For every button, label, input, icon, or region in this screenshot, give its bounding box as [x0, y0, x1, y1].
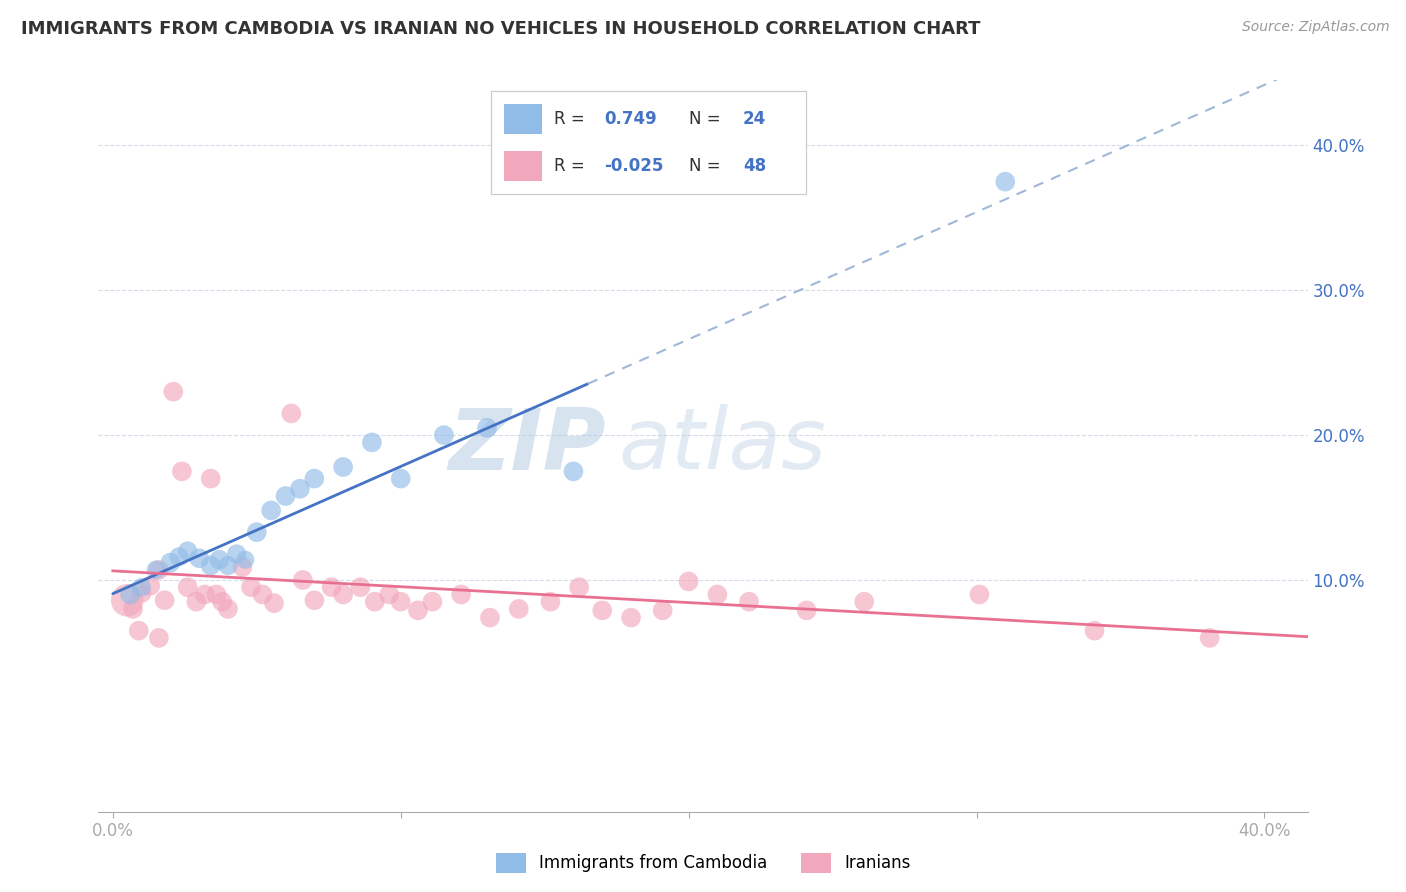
- Point: [260, 503, 283, 517]
- Point: [208, 552, 231, 566]
- Point: [200, 558, 222, 573]
- Point: [1083, 624, 1105, 638]
- Point: [651, 603, 673, 617]
- Point: [450, 587, 472, 601]
- Point: [145, 563, 167, 577]
- Point: [332, 460, 354, 475]
- Point: [389, 472, 412, 486]
- Point: [231, 560, 253, 574]
- Point: [796, 603, 818, 617]
- Point: [139, 579, 162, 593]
- Point: [176, 580, 198, 594]
- Point: [969, 587, 991, 601]
- Point: [508, 602, 530, 616]
- Point: [274, 489, 297, 503]
- Point: [562, 464, 585, 478]
- Point: [591, 603, 613, 617]
- Point: [288, 482, 311, 496]
- Point: [304, 472, 326, 486]
- Point: [167, 549, 190, 564]
- Point: [115, 593, 138, 607]
- Text: Source: ZipAtlas.com: Source: ZipAtlas.com: [1241, 20, 1389, 34]
- Point: [321, 580, 343, 594]
- Point: [148, 631, 170, 645]
- Point: [233, 552, 256, 566]
- Point: [200, 472, 222, 486]
- Point: [128, 624, 150, 638]
- Point: [280, 406, 302, 420]
- Point: [378, 587, 401, 601]
- Point: [217, 558, 239, 573]
- Point: [194, 587, 217, 601]
- Legend: Immigrants from Cambodia, Iranians: Immigrants from Cambodia, Iranians: [489, 847, 917, 880]
- Point: [538, 595, 561, 609]
- Point: [159, 556, 181, 570]
- Point: [120, 587, 142, 601]
- Point: [332, 587, 354, 601]
- Point: [246, 525, 269, 540]
- Point: [678, 574, 700, 589]
- Point: [364, 595, 387, 609]
- Point: [1198, 631, 1220, 645]
- Point: [349, 580, 371, 594]
- Point: [738, 595, 761, 609]
- Point: [188, 551, 211, 566]
- Point: [433, 428, 456, 442]
- Point: [620, 610, 643, 624]
- Point: [153, 593, 176, 607]
- Point: [406, 603, 429, 617]
- Point: [225, 547, 247, 561]
- Text: IMMIGRANTS FROM CAMBODIA VS IRANIAN NO VEHICLES IN HOUSEHOLD CORRELATION CHART: IMMIGRANTS FROM CAMBODIA VS IRANIAN NO V…: [21, 20, 980, 37]
- Point: [361, 435, 384, 450]
- Point: [422, 595, 444, 609]
- Point: [131, 586, 153, 600]
- Text: ZIP: ZIP: [449, 404, 606, 488]
- Point: [291, 573, 314, 587]
- Point: [304, 593, 326, 607]
- Text: atlas: atlas: [619, 404, 827, 488]
- Point: [568, 580, 591, 594]
- Point: [176, 544, 198, 558]
- Point: [205, 587, 228, 601]
- Point: [389, 595, 412, 609]
- Point: [122, 602, 145, 616]
- Point: [148, 563, 170, 577]
- Point: [170, 464, 193, 478]
- Point: [252, 587, 274, 601]
- Point: [478, 610, 501, 624]
- Point: [217, 602, 239, 616]
- Point: [162, 384, 184, 399]
- Point: [131, 580, 153, 594]
- Point: [853, 595, 876, 609]
- Point: [211, 595, 233, 609]
- Point: [994, 175, 1017, 189]
- Point: [475, 421, 498, 435]
- Point: [263, 596, 285, 610]
- Point: [186, 595, 208, 609]
- Point: [240, 580, 263, 594]
- Point: [706, 587, 728, 601]
